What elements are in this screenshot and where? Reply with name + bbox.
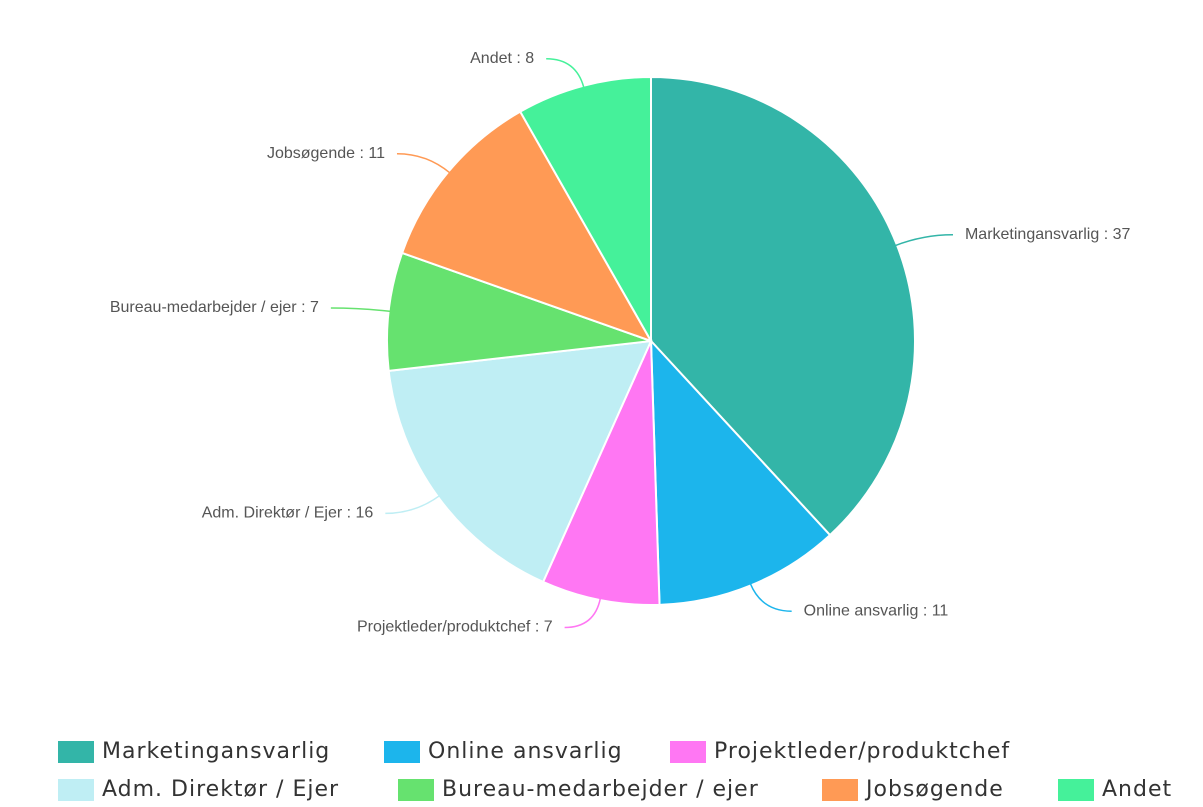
leader-line [894, 233, 953, 247]
legend-label: Adm. Direktør / Ejer [102, 777, 339, 802]
legend-label: Projektleder/produktchef [714, 739, 1010, 764]
legend-label: Online ansvarlig [428, 739, 623, 764]
legend-swatch [384, 741, 420, 763]
legend-label: Bureau-medarbejder / ejer [442, 777, 759, 802]
data-label: Adm. Direktør / Ejer : 16 [202, 505, 374, 522]
data-label: Andet : 8 [470, 50, 534, 67]
leader-line [564, 597, 602, 629]
data-label: Online ansvarlig : 11 [804, 602, 949, 619]
legend-swatch [398, 779, 434, 801]
leader-line [749, 583, 792, 612]
leader-line [385, 495, 440, 515]
legend-swatch [822, 779, 858, 801]
leader-line [546, 57, 585, 88]
legend-swatch [670, 741, 706, 763]
leader-line [330, 307, 391, 313]
legend-label: Marketingansvarlig [102, 739, 330, 764]
leader-line [396, 152, 451, 174]
legend-label: Jobsøgende [864, 777, 1004, 802]
legend-swatch [1058, 779, 1094, 801]
data-label: Bureau-medarbejder / ejer : 7 [110, 299, 319, 316]
data-label: Marketingansvarlig : 37 [965, 226, 1131, 243]
data-label: Projektleder/produktchef : 7 [357, 619, 553, 636]
legend-label: Andet [1102, 777, 1172, 802]
legend-swatch [58, 741, 94, 763]
data-label: Jobsøgende : 11 [267, 145, 385, 162]
legend-swatch [58, 779, 94, 801]
